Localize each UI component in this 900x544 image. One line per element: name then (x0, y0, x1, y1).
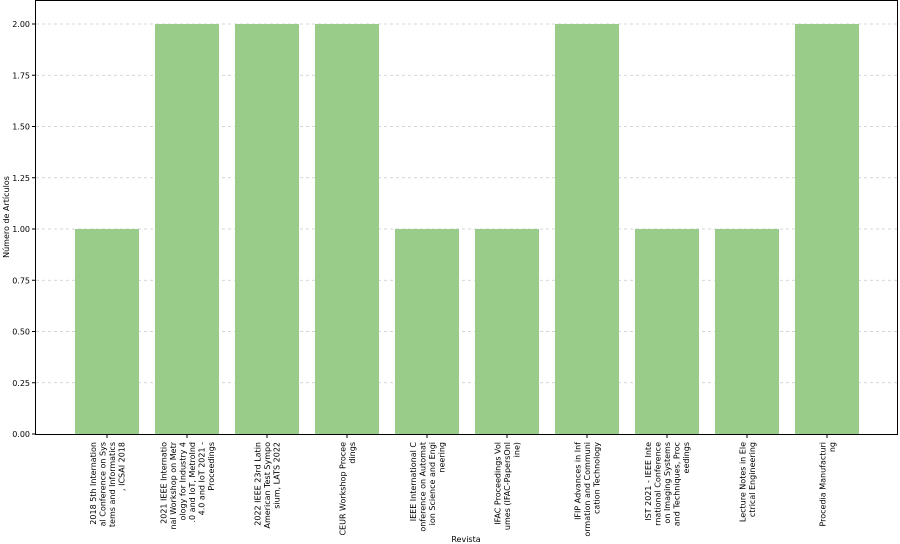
x-tick-label-line: , ICSAI 2018 (117, 442, 126, 491)
y-tick-label: 1.75 (12, 71, 30, 80)
x-tick-label-line: al Conference on Sys (98, 442, 107, 526)
x-tick-label-line: IST 2021 - IEEE Inte (644, 442, 653, 521)
x-tick-label-line: onference on Automat (418, 442, 427, 532)
x-tick-label-line: neering (437, 442, 446, 473)
y-tick-label: 0.00 (12, 430, 30, 439)
x-tick-label-line: sium, LATS 2022 (273, 442, 282, 509)
x-tick-label-line: IEEE International C (409, 442, 418, 522)
x-tick-label-line: and Techniques, Proc (673, 442, 682, 526)
x-tick-label-line: ng (828, 442, 837, 452)
x-tick-label-line: Procedia Manufacturi (818, 442, 827, 527)
bar (795, 24, 859, 434)
y-tick-label: 0.75 (12, 276, 30, 285)
x-tick-label-line: rnational Conference (654, 442, 663, 526)
bars (75, 24, 859, 434)
x-tick-label-line: CEUR Workshop Procee (338, 442, 347, 536)
x-tick-label-line: 2022 IEEE 23rd Latin (254, 442, 263, 526)
x-tick-label-line: ormation and Communi (583, 442, 592, 537)
bar (75, 229, 139, 434)
x-tick-label-line: 2018 5th Internation (89, 442, 98, 525)
bar (635, 229, 699, 434)
y-tick-label: 1.50 (12, 123, 30, 132)
x-tick-label: 2018 5th Internation al Conference on Sys… (89, 442, 127, 527)
y-tick-label: 0.25 (12, 379, 30, 388)
y-axis-title: Número de Artículos (2, 176, 11, 258)
x-tick-label: 2022 IEEE 23rd Latin American Test Sympo s… (254, 442, 282, 529)
x-tick-label-line: ine) (513, 442, 522, 457)
x-tick-label: IST 2021 - IEEE Inte rnational Conference… (644, 442, 691, 526)
bar (315, 24, 379, 434)
bar (395, 229, 459, 434)
x-tick-label-line: on Imaging Systems (663, 442, 672, 524)
x-tick-label: IFIP Advances in Inf ormation and Communi… (574, 442, 602, 537)
x-tick-label-line: .0 and IoT, MetroInd (188, 442, 197, 522)
y-tick-label: 1.25 (12, 174, 30, 183)
bar (475, 229, 539, 434)
x-tick-label-line: tems and Informatics (108, 442, 117, 527)
bar (155, 24, 219, 434)
x-tick-label-line: IFIP Advances in Inf (574, 442, 583, 520)
x-tick-label-line: 4.0 and IoT 2021 - (197, 442, 206, 515)
x-tick-label: Procedia Manufacturi ng (818, 442, 837, 527)
x-tick-label-line: dings (348, 442, 357, 464)
x-tick-label: IFAC Proceedings Vol umes (IFAC-PapersOnl… (494, 442, 522, 530)
x-tick-label-line: IFAC Proceedings Vol (494, 442, 503, 525)
x-tick-label: Lecture Notes in Ele ctrical Engineering (738, 442, 757, 522)
x-tick-label-line: nal Workshop on Metr (169, 441, 178, 529)
x-tick-label-line: Lecture Notes in Ele (738, 442, 747, 522)
x-tick-label-line: ion Science and Engi (428, 442, 437, 525)
y-tick-label: 2.00 (12, 20, 30, 29)
x-tick-label: CEUR Workshop Procee dings (338, 442, 357, 536)
x-axis-ticks: 2018 5th Internation al Conference on Sys… (89, 434, 837, 537)
y-axis-ticks: 0.00 0.25 0.50 0.75 1.00 1.25 1.50 1.75 2.00 (12, 20, 36, 439)
bar (555, 24, 619, 434)
x-axis-title: Revista (451, 535, 480, 544)
x-tick-label-line: eedings (682, 442, 691, 473)
bar (715, 229, 779, 434)
x-tick-label-line: ology for Industry 4 (178, 442, 187, 520)
plot-frame (35, 0, 898, 435)
y-tick-label: 1.00 (12, 225, 30, 234)
bar (235, 24, 299, 434)
x-tick-label-line: American Test Sympo (263, 442, 272, 529)
x-tick-label-line: Proceedings (207, 442, 216, 491)
x-tick-label-line: 2021 IEEE Internatio (159, 442, 168, 524)
x-tick-label: 2021 IEEE Internatio nal Workshop on Metr… (159, 441, 216, 529)
x-tick-label-line: ctrical Engineering (748, 442, 757, 517)
x-tick-label-line: cation Technology (593, 442, 602, 514)
y-tick-label: 0.50 (12, 328, 30, 337)
x-tick-label-line: umes (IFAC-PapersOnl (503, 442, 512, 530)
